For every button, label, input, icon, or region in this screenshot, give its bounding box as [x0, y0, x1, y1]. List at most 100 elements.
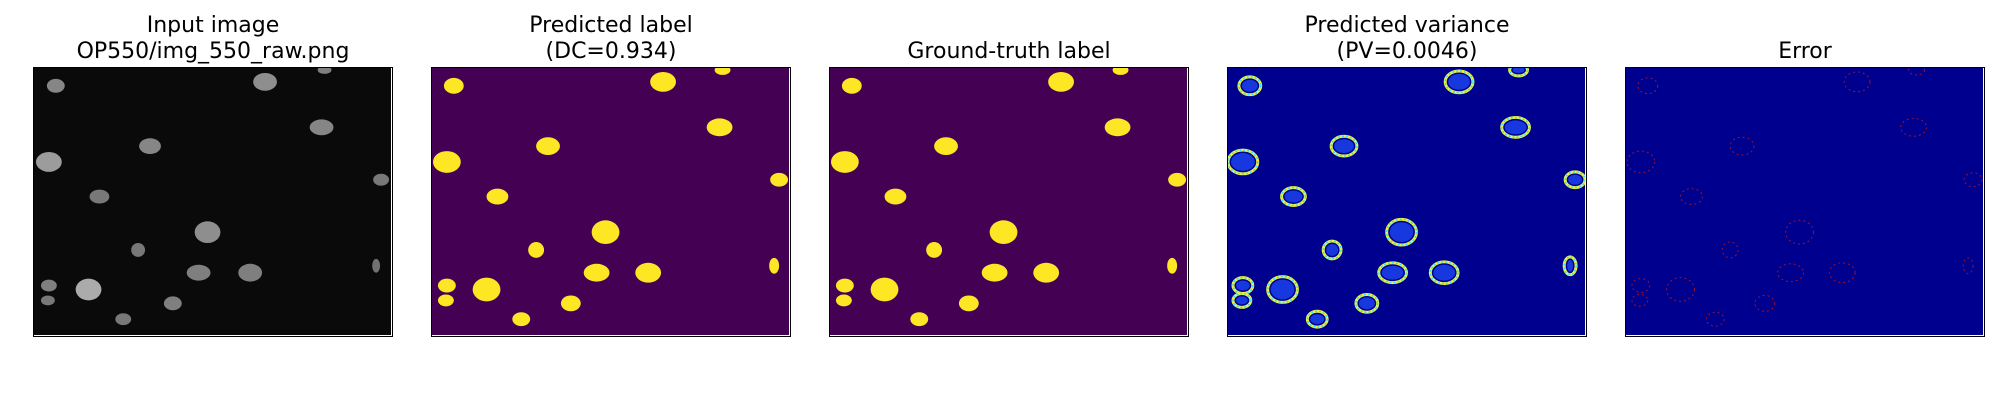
nucleus [926, 242, 943, 258]
nucleus [1168, 172, 1187, 187]
image-canvas [1228, 68, 1585, 335]
nucleus [1508, 68, 1529, 78]
panel-title-line-2: OP550/img_550_raw.png [76, 39, 350, 64]
nucleus [115, 313, 132, 326]
nucleus [1754, 294, 1776, 312]
nucleus [35, 152, 62, 172]
nucleus [1167, 257, 1178, 274]
image-canvas [1626, 68, 1983, 335]
nucleus [981, 263, 1008, 282]
nucleus [437, 294, 454, 307]
nucleus [714, 68, 731, 75]
panel-title: Error [1595, 39, 2000, 65]
nucleus [536, 137, 560, 156]
nucleus [1562, 255, 1578, 277]
nucleus [1305, 309, 1329, 329]
nucleus [432, 151, 461, 173]
nucleus [1962, 257, 1974, 275]
image-canvas [830, 68, 1187, 335]
nucleus [830, 151, 859, 173]
nucleus [1112, 68, 1129, 75]
panel-title: Predicted variance (PV=0.0046) [1197, 13, 1617, 65]
panel-title: Ground-truth label [799, 39, 1219, 65]
panel-ground-truth-label: Ground-truth label [829, 0, 1189, 400]
nucleus [163, 296, 182, 311]
predicted-variance-image [1227, 67, 1587, 337]
nucleus [1631, 293, 1649, 307]
panel-title-line-2: (DC=0.934) [545, 39, 677, 64]
panel-predicted-label: Predicted label (DC=0.934) [431, 0, 791, 400]
panel-title: Predicted label (DC=0.934) [401, 13, 821, 65]
nucleus [1329, 134, 1359, 158]
nucleus [89, 189, 110, 204]
nucleus [512, 312, 531, 327]
nucleus [1321, 239, 1343, 261]
nucleus [1828, 262, 1856, 284]
nucleus [139, 138, 161, 155]
nucleus [238, 263, 263, 282]
panel-predicted-variance: Predicted variance (PV=0.0046) [1227, 0, 1587, 400]
nucleus [131, 243, 146, 257]
image-canvas [34, 68, 391, 335]
nucleus [1228, 148, 1260, 176]
error-image [1625, 67, 1985, 337]
nucleus [443, 77, 464, 94]
nucleus [1680, 188, 1703, 205]
nucleus [934, 137, 958, 156]
nucleus [989, 220, 1018, 245]
ground-truth-label-image [829, 67, 1189, 337]
panel-title-line-1: Input image [146, 13, 280, 38]
nucleus [309, 119, 334, 136]
nucleus [75, 278, 102, 301]
nucleus [1048, 71, 1074, 92]
nucleus [835, 278, 854, 293]
nucleus [40, 279, 57, 292]
nucleus [1500, 115, 1531, 139]
nucleus [1354, 292, 1380, 314]
nucleus [1428, 260, 1460, 286]
nucleus [958, 295, 979, 312]
nucleus [1908, 68, 1925, 76]
nucleus [1705, 311, 1725, 327]
nucleus [194, 221, 221, 244]
nucleus [1563, 170, 1585, 190]
panel-title-line-1: Predicted variance [1304, 13, 1510, 38]
nucleus [1104, 118, 1131, 137]
panel-input-image: Input image OP550/img_550_raw.png [33, 0, 393, 400]
nucleus [372, 258, 381, 273]
nucleus [583, 263, 610, 282]
panel-title-line-2: Ground-truth label [907, 39, 1111, 64]
nucleus [910, 312, 929, 327]
nucleus [635, 262, 662, 283]
nucleus [1666, 277, 1695, 302]
nucleus [769, 257, 780, 274]
nucleus [870, 277, 899, 302]
panel-title-line-2: (PV=0.0046) [1336, 39, 1478, 64]
nucleus [1231, 291, 1253, 309]
nucleus [437, 278, 456, 293]
input-image [33, 67, 393, 337]
panel-title: Input image OP550/img_550_raw.png [3, 13, 423, 65]
nucleus [1626, 150, 1656, 174]
nucleus [1266, 275, 1299, 304]
nucleus [884, 188, 907, 205]
nucleus [1385, 217, 1418, 247]
nucleus [186, 264, 211, 281]
nucleus [1777, 263, 1805, 283]
nucleus [1631, 278, 1651, 293]
nucleus [1377, 261, 1408, 285]
nucleus [40, 295, 55, 306]
nucleus [46, 78, 65, 93]
nucleus [1785, 219, 1814, 245]
nucleus [706, 118, 733, 137]
nucleus [835, 294, 852, 307]
nucleus [1637, 77, 1659, 95]
nucleus [1443, 69, 1475, 95]
nucleus [1033, 262, 1060, 283]
panel-title-line-1: Predicted label [529, 13, 693, 38]
nucleus [650, 71, 676, 92]
predicted-label-image [431, 67, 791, 337]
nucleus [770, 172, 789, 187]
panel-error: Error [1625, 0, 1985, 400]
